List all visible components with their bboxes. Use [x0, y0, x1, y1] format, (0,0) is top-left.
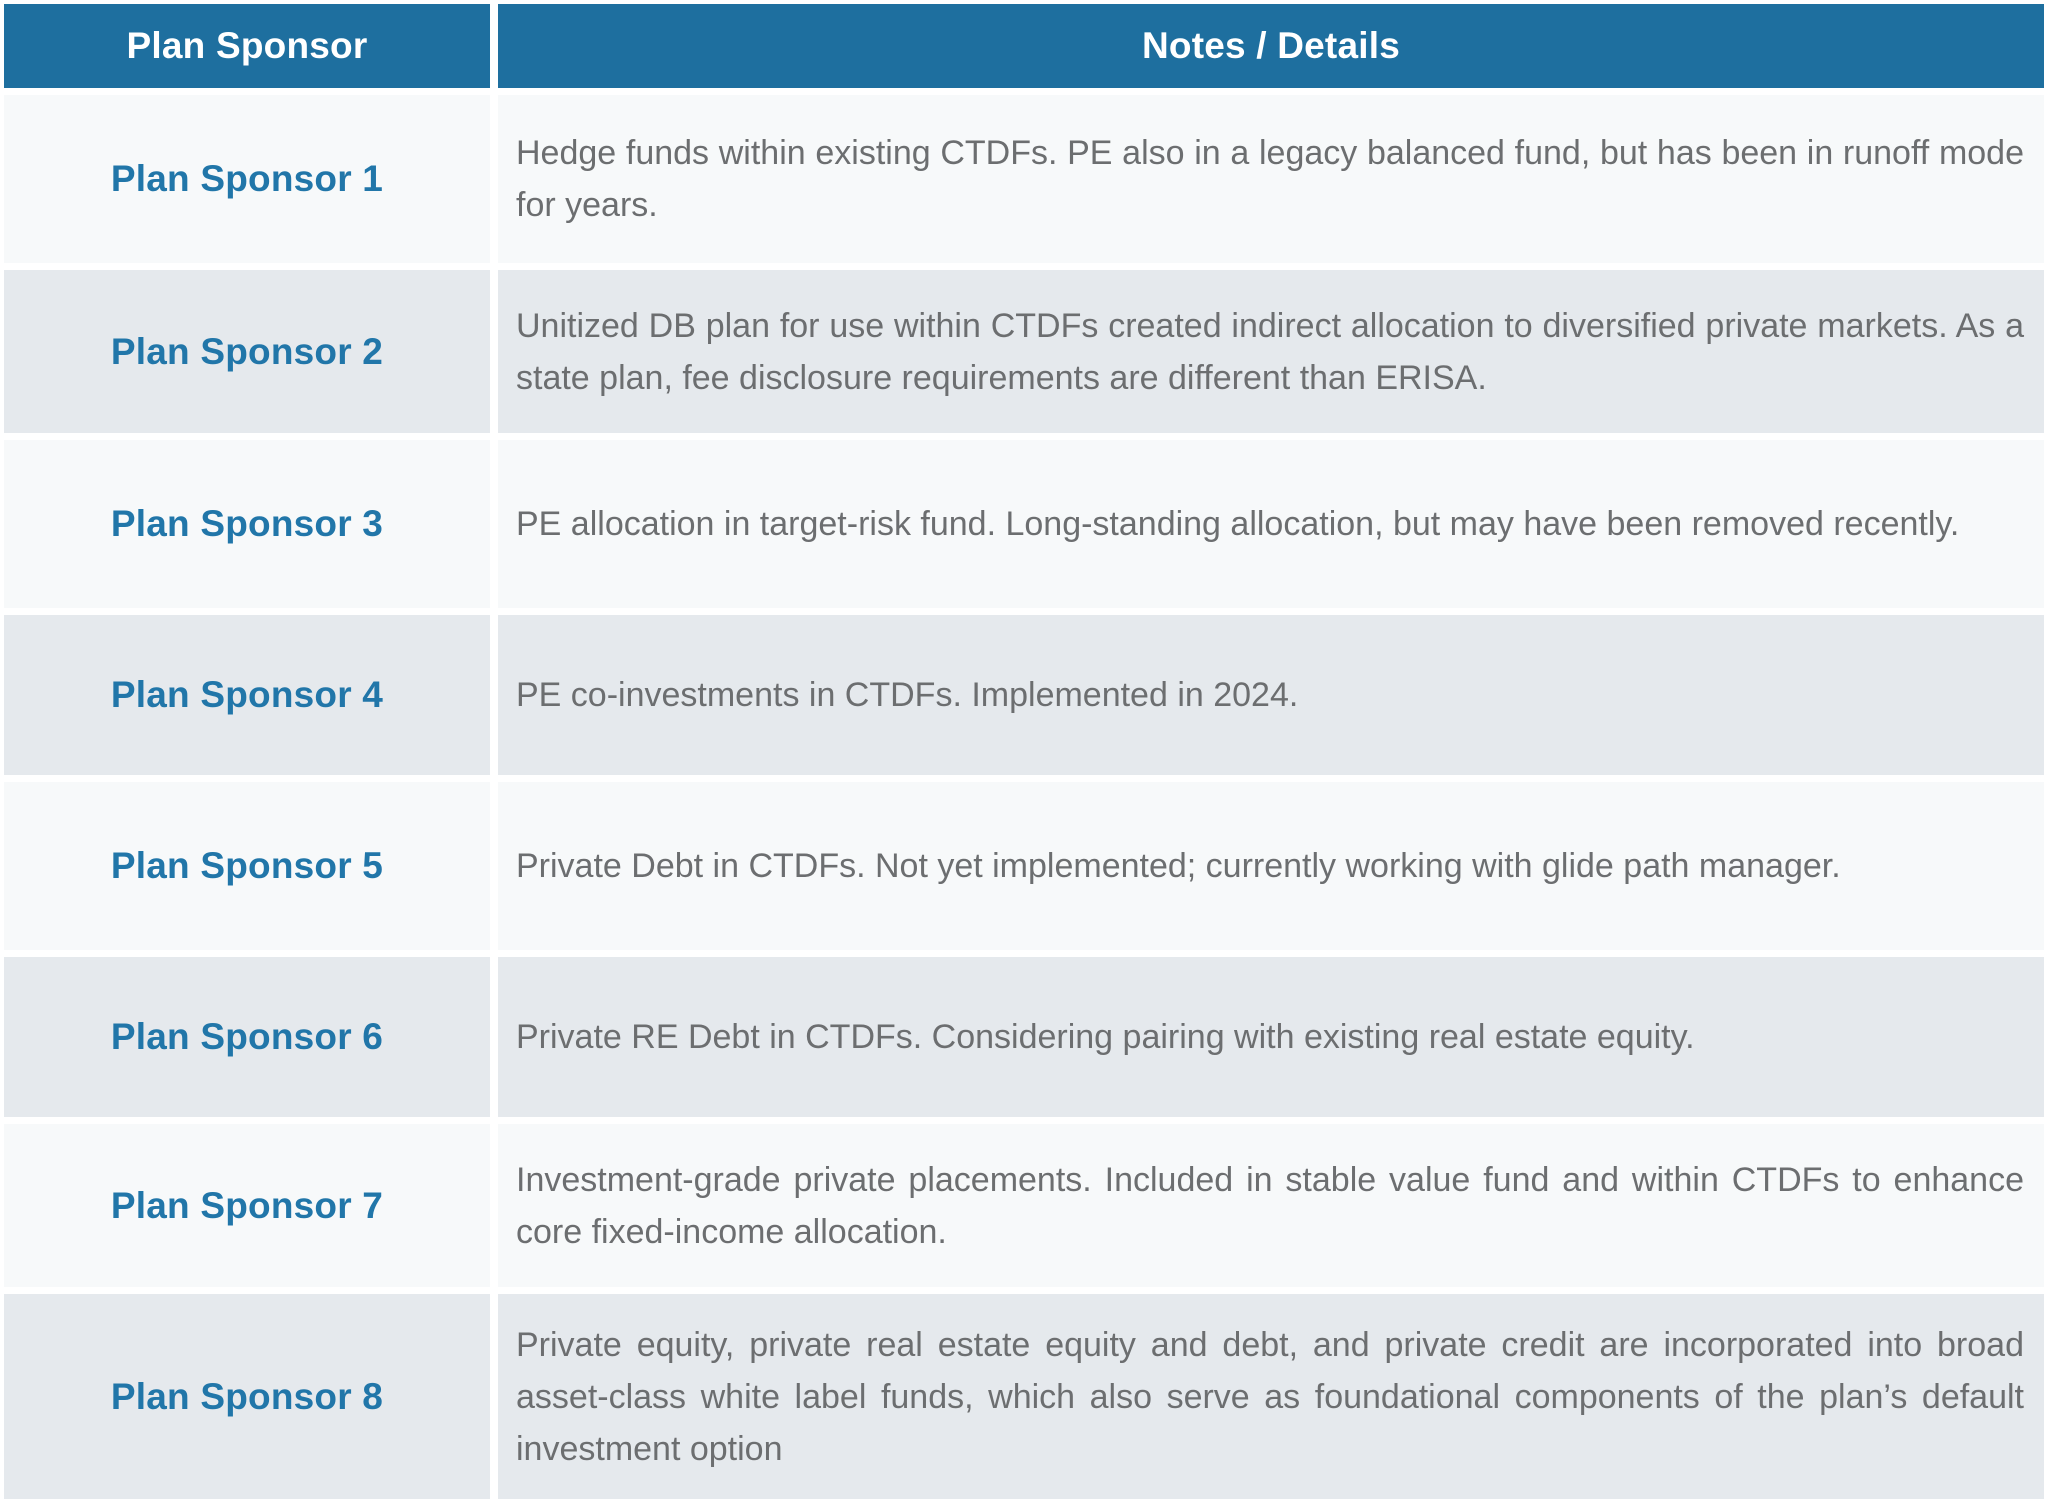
sponsor-cell-5: Plan Sponsor 5	[4, 782, 490, 950]
notes-cell-3: PE allocation in target-risk fund. Long-…	[498, 440, 2044, 608]
sponsor-cell-6: Plan Sponsor 6	[4, 957, 490, 1117]
column-header-notes-details: Notes / Details	[498, 4, 2044, 88]
sponsor-label: Plan Sponsor 6	[110, 1016, 384, 1057]
notes-text: Private RE Debt in CTDFs. Considering pa…	[516, 1018, 1695, 1056]
notes-text: Investment-grade private placements. Inc…	[516, 1160, 2024, 1251]
notes-cell-2: Unitized DB plan for use within CTDFs cr…	[498, 270, 2044, 433]
notes-cell-7: Investment-grade private placements. Inc…	[498, 1124, 2044, 1287]
notes-cell-8: Private equity, private real estate equi…	[498, 1294, 2044, 1499]
column-header-notes-details-label: Notes / Details	[1142, 25, 1400, 66]
sponsor-cell-3: Plan Sponsor 3	[4, 440, 490, 608]
column-header-plan-sponsor-label: Plan Sponsor	[126, 25, 368, 66]
notes-cell-5: Private Debt in CTDFs. Not yet implement…	[498, 782, 2044, 950]
sponsor-label: Plan Sponsor 3	[110, 503, 384, 544]
sponsor-label: Plan Sponsor 7	[110, 1184, 384, 1226]
sponsor-label: Plan Sponsor 8	[110, 1375, 384, 1417]
notes-text: PE allocation in target-risk fund. Long-…	[516, 505, 1960, 543]
notes-text: PE co-investments in CTDFs. Implemented …	[516, 676, 1299, 714]
notes-text: Unitized DB plan for use within CTDFs cr…	[516, 306, 2024, 397]
column-header-plan-sponsor: Plan Sponsor	[4, 4, 490, 88]
sponsor-cell-2: Plan Sponsor 2	[4, 270, 490, 433]
sponsor-cell-1: Plan Sponsor 1	[4, 95, 490, 263]
sponsor-label: Plan Sponsor 4	[110, 674, 384, 715]
notes-cell-1: Hedge funds within existing CTDFs. PE al…	[498, 95, 2044, 263]
sponsor-label: Plan Sponsor 2	[110, 330, 384, 372]
notes-text: Private equity, private real estate equi…	[516, 1325, 2024, 1468]
notes-cell-4: PE co-investments in CTDFs. Implemented …	[498, 615, 2044, 775]
sponsor-cell-8: Plan Sponsor 8	[4, 1294, 490, 1499]
notes-text: Private Debt in CTDFs. Not yet implement…	[516, 847, 1841, 885]
notes-text: Hedge funds within existing CTDFs. PE al…	[516, 134, 2024, 224]
notes-cell-6: Private RE Debt in CTDFs. Considering pa…	[498, 957, 2044, 1117]
sponsor-cell-4: Plan Sponsor 4	[4, 615, 490, 775]
sponsor-cell-7: Plan Sponsor 7	[4, 1124, 490, 1287]
sponsor-label: Plan Sponsor 5	[110, 845, 384, 886]
sponsor-label: Plan Sponsor 1	[110, 158, 384, 199]
